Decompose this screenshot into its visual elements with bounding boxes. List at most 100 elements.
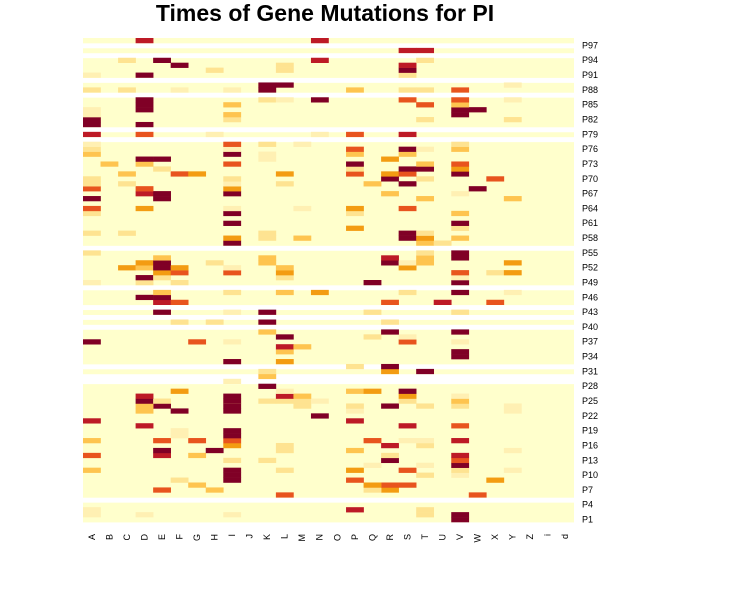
heatmap-cell — [223, 151, 242, 157]
heatmap-cell — [153, 398, 171, 404]
x-tick-label: E — [157, 534, 167, 540]
heatmap-cell — [416, 507, 435, 513]
heatmap-cell — [258, 156, 277, 162]
heatmap-cell — [258, 82, 277, 88]
heatmap-cell — [275, 447, 294, 454]
y-tick-label: P40 — [582, 322, 598, 332]
heatmap-cell — [451, 87, 470, 93]
x-tick-label: O — [332, 534, 342, 541]
heatmap-cell — [381, 255, 399, 261]
heatmap-cell — [398, 87, 417, 93]
heatmap-cell — [451, 423, 470, 429]
heatmap-cell — [398, 166, 417, 172]
heatmap-row — [83, 67, 574, 73]
heatmap-cell — [205, 131, 224, 138]
heatmap-cell — [398, 265, 417, 271]
heatmap-cell — [100, 161, 119, 167]
heatmap-row — [83, 196, 574, 202]
heatmap-row — [83, 117, 574, 123]
heatmap-row — [83, 205, 574, 212]
heatmap-row — [83, 408, 574, 414]
y-tick-label: P43 — [582, 307, 598, 317]
heatmap-cell — [83, 507, 101, 513]
heatmap-row — [83, 487, 574, 493]
heatmap-cell — [451, 270, 470, 276]
heatmap-cell — [381, 482, 399, 488]
heatmap-cell — [223, 378, 242, 385]
heatmap-cell — [451, 210, 470, 217]
heatmap-cell — [293, 141, 312, 147]
heatmap-cell — [363, 388, 382, 394]
heatmap-cell — [223, 398, 242, 404]
heatmap-cell — [451, 112, 470, 118]
heatmap-cell — [258, 255, 277, 261]
x-tick-label: C — [122, 534, 132, 541]
heatmap-cell — [188, 339, 207, 345]
y-tick-label: P70 — [582, 174, 598, 184]
x-tick-label: V — [455, 534, 465, 540]
heatmap-cell — [258, 87, 277, 93]
heatmap-cell — [310, 413, 329, 419]
heatmap-row — [83, 482, 574, 488]
heatmap-cell — [153, 309, 171, 315]
heatmap-row — [83, 438, 574, 444]
heatmap-cell — [170, 62, 189, 68]
heatmap-cell — [363, 334, 382, 340]
heatmap-cell — [275, 97, 294, 103]
heatmap-cell — [83, 230, 101, 236]
heatmap-cell — [258, 309, 277, 315]
heatmap-cell — [135, 97, 154, 103]
heatmap-cell — [223, 408, 242, 414]
heatmap-cell — [346, 87, 364, 93]
heatmap-cell — [153, 57, 171, 63]
heatmap-row — [83, 225, 574, 232]
heatmap-row — [83, 136, 574, 143]
heatmap-cell — [381, 403, 399, 409]
heatmap-cell — [451, 146, 470, 152]
heatmap-cell — [416, 47, 435, 54]
x-tick-label: S — [402, 534, 412, 540]
y-tick-label: P73 — [582, 159, 598, 169]
heatmap-row — [83, 467, 574, 474]
heatmap-cell — [451, 438, 470, 444]
heatmap-cell — [451, 255, 470, 261]
x-tick-label: R — [385, 534, 395, 541]
heatmap-row — [83, 344, 574, 350]
heatmap-cell — [275, 275, 294, 281]
heatmap-cell — [398, 398, 417, 404]
heatmap-row — [83, 200, 574, 207]
x-tick-label: d — [560, 534, 570, 539]
heatmap-cell — [223, 141, 242, 147]
y-tick-label: P67 — [582, 189, 598, 199]
heatmap-cell — [83, 205, 101, 212]
heatmap-cell — [416, 368, 435, 375]
heatmap-cell — [153, 196, 171, 202]
heatmap-cell — [398, 467, 417, 473]
heatmap-cell — [275, 398, 294, 404]
heatmap-cell — [223, 359, 242, 365]
heatmap-row — [83, 176, 574, 182]
heatmap-row — [83, 270, 574, 276]
heatmap-cell — [398, 339, 417, 345]
heatmap-cell — [363, 309, 382, 315]
heatmap-row — [83, 319, 574, 325]
y-tick-label: P64 — [582, 203, 598, 213]
heatmap-cell — [451, 220, 470, 226]
chart-title: Times of Gene Mutations for PI — [155, 0, 495, 26]
heatmap-cell — [416, 472, 435, 478]
heatmap-cell — [223, 181, 242, 187]
heatmap-cell — [451, 398, 470, 404]
heatmap-cell — [346, 477, 364, 483]
heatmap-cell — [416, 102, 435, 108]
x-tick-label: K — [262, 534, 272, 540]
y-tick-label: P16 — [582, 440, 598, 450]
x-tick-label: A — [87, 534, 97, 540]
heatmap-cell — [398, 171, 417, 177]
heatmap-cell — [275, 270, 294, 276]
heatmap-row — [83, 462, 574, 469]
heatmap-row — [83, 166, 574, 172]
heatmap-cell — [346, 225, 364, 231]
heatmap-cell — [451, 97, 470, 103]
heatmap-cell — [416, 260, 435, 266]
heatmap-row — [83, 255, 574, 261]
